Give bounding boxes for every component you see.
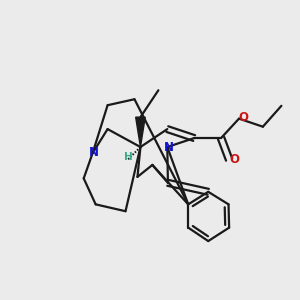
Text: N: N — [164, 141, 174, 154]
Text: H: H — [124, 152, 132, 163]
Text: O: O — [230, 153, 239, 166]
Text: O: O — [238, 111, 248, 124]
Text: N: N — [89, 146, 99, 159]
Polygon shape — [136, 117, 145, 147]
